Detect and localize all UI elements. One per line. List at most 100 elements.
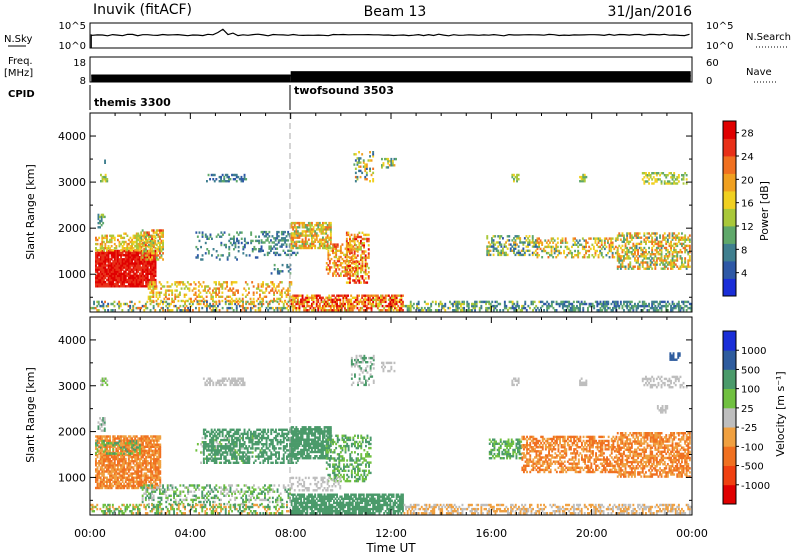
power-cell xyxy=(309,228,312,231)
power-cell xyxy=(132,254,135,257)
power-cell xyxy=(364,250,367,253)
power-cell xyxy=(491,237,493,240)
power-cell xyxy=(341,257,344,261)
power-cell xyxy=(159,229,161,232)
power-cell xyxy=(375,300,378,304)
power-cell xyxy=(276,272,279,275)
velocity-cell xyxy=(113,470,116,473)
power-cell xyxy=(618,232,621,235)
power-cell xyxy=(170,302,172,306)
power-cell xyxy=(666,182,669,185)
power-cell xyxy=(616,238,619,241)
power-cell xyxy=(110,262,113,265)
power-cell xyxy=(265,289,268,292)
power-cell xyxy=(397,300,400,304)
power-cell xyxy=(273,268,276,271)
power-cell xyxy=(292,302,295,306)
power-cell xyxy=(290,242,293,246)
power-cell xyxy=(135,256,138,259)
power-cell xyxy=(646,304,649,308)
power-cell xyxy=(273,309,276,312)
power-cell xyxy=(329,309,332,312)
velocity-cell xyxy=(134,457,137,461)
velocity-cell xyxy=(135,457,138,461)
power-cell xyxy=(149,272,152,275)
power-cell xyxy=(271,300,274,304)
power-cell xyxy=(603,237,606,240)
velocity-cell xyxy=(96,482,99,486)
power-cell xyxy=(666,238,669,241)
power-cell xyxy=(270,245,272,248)
power-cell xyxy=(204,233,207,236)
power-cell xyxy=(154,266,157,269)
power-cell xyxy=(110,245,113,248)
power-cell xyxy=(370,173,373,177)
power-cell xyxy=(684,248,687,252)
velocity-cell xyxy=(107,455,110,459)
power-cell xyxy=(659,242,661,246)
power-cell xyxy=(210,297,213,301)
station-title: Inuvik (fitACF) xyxy=(93,2,192,18)
power-cell xyxy=(166,281,169,284)
power-cell xyxy=(673,259,676,262)
power-cell xyxy=(428,306,431,310)
power-cell xyxy=(323,309,326,312)
power-cell xyxy=(522,249,525,252)
velocity-cell xyxy=(135,468,138,471)
power-cell xyxy=(509,249,512,252)
power-cell xyxy=(113,264,116,267)
power-cell xyxy=(107,304,110,308)
power-cell xyxy=(101,268,104,271)
power-cell xyxy=(688,257,691,260)
velocity-cell xyxy=(127,443,130,446)
power-cell xyxy=(485,302,487,306)
power-cell xyxy=(146,280,149,284)
power-cell xyxy=(160,291,163,294)
power-cell xyxy=(318,296,321,299)
power-cell xyxy=(104,264,107,267)
velocity-cell xyxy=(99,482,102,486)
velocity-cell xyxy=(99,460,102,463)
velocity-cell xyxy=(115,464,118,467)
power-cell xyxy=(155,229,158,232)
power-cell xyxy=(253,248,256,251)
velocity-cell xyxy=(123,453,126,457)
power-cell xyxy=(657,246,660,250)
power-cell xyxy=(356,271,359,274)
velocity-cell xyxy=(121,468,124,471)
power-cell xyxy=(99,219,101,223)
power-cell xyxy=(250,239,253,243)
power-cell xyxy=(116,302,119,306)
power-cell xyxy=(591,302,594,306)
power-cell xyxy=(536,254,539,257)
velocity-cell xyxy=(102,468,105,471)
power-cell xyxy=(186,287,189,290)
power-cell xyxy=(152,295,155,298)
power-cell xyxy=(157,245,160,249)
power-cell xyxy=(142,270,144,273)
power-cell xyxy=(107,309,110,312)
power-cell xyxy=(351,296,354,299)
power-cell xyxy=(327,253,330,257)
power-cell xyxy=(138,276,141,280)
power-cell xyxy=(110,266,113,269)
power-cell xyxy=(337,294,340,297)
power-cell xyxy=(505,251,507,255)
power-cell xyxy=(358,281,361,284)
power-cell xyxy=(674,263,677,266)
power-cell xyxy=(391,162,394,165)
power-cell xyxy=(358,262,361,266)
power-cell xyxy=(300,221,302,225)
power-cell xyxy=(273,297,275,301)
power-cell xyxy=(138,247,141,250)
power-cell xyxy=(96,260,99,263)
power-cell xyxy=(243,306,246,310)
power-cell xyxy=(684,251,687,254)
power-cell xyxy=(179,291,181,294)
power-cell xyxy=(151,260,154,263)
power-cell xyxy=(144,241,147,245)
power-cell xyxy=(607,251,609,255)
power-cell xyxy=(234,178,237,181)
power-cell xyxy=(104,254,107,257)
power-cell xyxy=(687,236,690,239)
